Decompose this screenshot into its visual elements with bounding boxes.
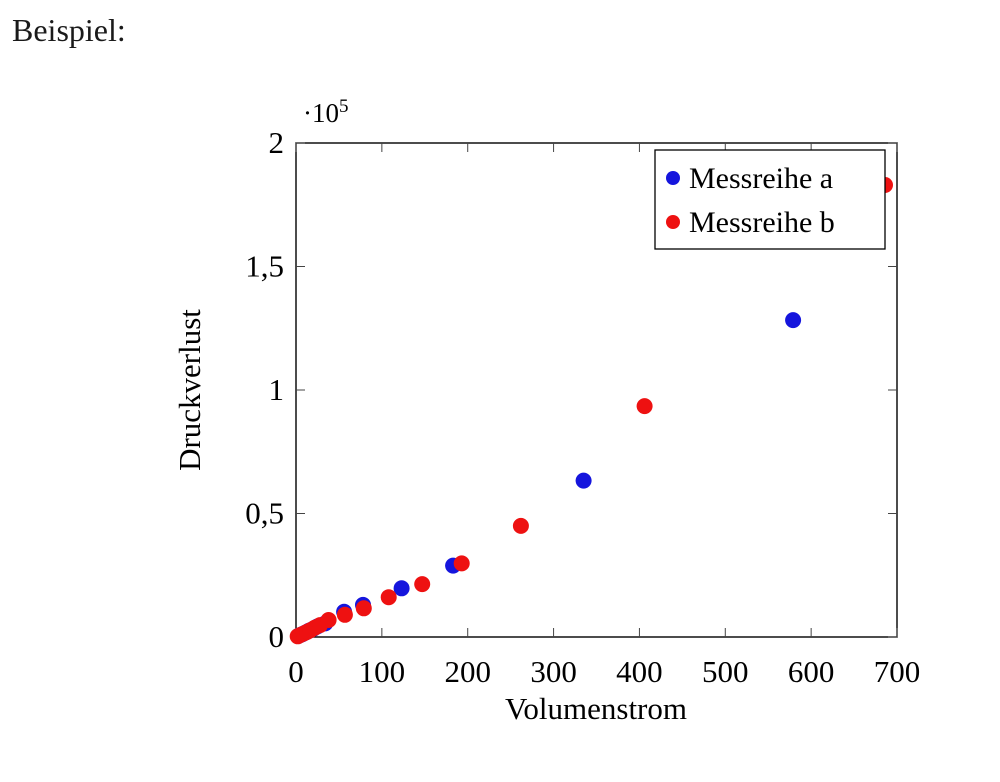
series-b [289, 177, 893, 645]
legend-entry-label: Messreihe b [689, 206, 835, 239]
data-point-marker [380, 589, 397, 606]
data-points [289, 177, 893, 645]
data-point-marker [414, 576, 431, 593]
data-point-marker [512, 517, 529, 534]
legend-marker [666, 171, 680, 185]
legend: Messreihe a Messreihe b [654, 149, 886, 250]
axis-tick-labels: 0 100 200 300 400 500 600 700 0 0,5 1 1,5 2 [245, 125, 920, 689]
x-tick-label: 700 [874, 654, 921, 689]
data-point-marker [575, 472, 592, 489]
page-caption: Beispiel: [12, 12, 126, 48]
x-tick-label: 600 [788, 654, 835, 689]
y-tick-label: 0,5 [245, 496, 284, 531]
y-tick-label: 0 [269, 619, 285, 654]
y-tick-label: 1,5 [245, 249, 284, 284]
x-tick-label: 500 [702, 654, 749, 689]
legend-entry-label: Messreihe a [689, 162, 833, 195]
x-tick-label: 300 [530, 654, 577, 689]
data-point-marker [393, 580, 410, 597]
x-axis-title: Volumenstrom [505, 691, 687, 726]
y-tick-label: 1 [269, 372, 285, 407]
data-point-marker [636, 398, 653, 415]
y-axis-exponent-label: ·105 [303, 96, 349, 128]
data-point-marker [320, 612, 337, 628]
legend-marker [666, 215, 680, 229]
x-tick-label: 0 [288, 654, 304, 689]
data-point-marker [453, 555, 470, 572]
y-axis-title: Druckverlust [172, 309, 207, 471]
data-point-marker [785, 312, 802, 329]
data-point-marker [336, 606, 353, 623]
series-a [290, 312, 802, 644]
legend-box [654, 149, 886, 250]
y-tick-label: 2 [269, 125, 285, 160]
x-tick-label: 200 [444, 654, 491, 689]
x-tick-label: 400 [616, 654, 663, 689]
data-point-marker [355, 600, 372, 617]
x-tick-label: 100 [359, 654, 406, 689]
